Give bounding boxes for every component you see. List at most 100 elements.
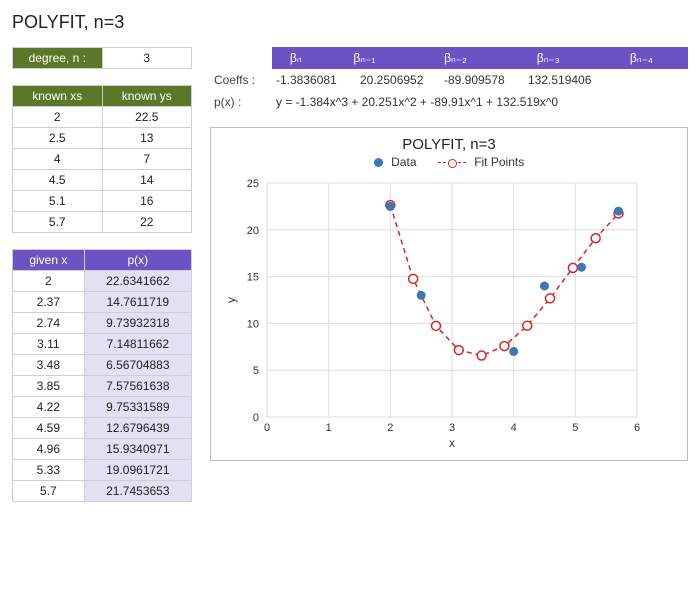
- known-y-cell[interactable]: 22.5: [102, 107, 192, 128]
- data-point-marker: [509, 347, 518, 356]
- given-px-cell: 22.6341662: [84, 271, 191, 292]
- known-header-y: known ys: [102, 86, 192, 107]
- table-row: 4.514: [13, 170, 192, 191]
- coeffs-values: -1.383608120.2506952-89.909578132.519406: [276, 73, 612, 87]
- coefficients-block: βₙ βₙ₋₁ βₙ₋₂ βₙ₋₃ βₙ₋₄ Coeffs : -1.38360…: [210, 47, 688, 113]
- svg-text:6: 6: [634, 422, 640, 434]
- table-row: 5.116: [13, 191, 192, 212]
- svg-text:0: 0: [253, 412, 259, 424]
- fit-point-marker: [546, 294, 555, 303]
- known-y-cell[interactable]: 7: [102, 149, 192, 170]
- beta-n: βₙ: [272, 47, 320, 69]
- given-header-x: given x: [13, 250, 85, 271]
- table-row: 222.5: [13, 107, 192, 128]
- svg-text:10: 10: [247, 318, 259, 330]
- given-x-cell: 5.33: [13, 460, 85, 481]
- table-row: 3.486.56704883: [13, 355, 192, 376]
- given-x-cell: 3.85: [13, 376, 85, 397]
- table-row: 2.3714.7611719: [13, 292, 192, 313]
- known-header-x: known xs: [13, 86, 103, 107]
- given-px-cell: 9.73932318: [84, 313, 191, 334]
- data-point-marker: [386, 202, 395, 211]
- legend-data-label: Data: [391, 155, 416, 169]
- known-x-cell[interactable]: 4.5: [13, 170, 103, 191]
- given-x-cell: 4.22: [13, 397, 85, 418]
- known-x-cell[interactable]: 5.7: [13, 212, 103, 233]
- coef-value: 132.519406: [528, 73, 612, 87]
- known-y-cell[interactable]: 14: [102, 170, 192, 191]
- x-axis-label: x: [449, 436, 455, 450]
- data-point-marker: [577, 263, 586, 272]
- given-x-cell: 2.37: [13, 292, 85, 313]
- known-y-cell[interactable]: 22: [102, 212, 192, 233]
- svg-text:0: 0: [264, 422, 270, 434]
- fit-point-marker: [500, 342, 509, 351]
- svg-text:15: 15: [247, 272, 259, 284]
- chart-container: POLYFIT, n=3 Data Fit Points 0 1 2 3 4 5 6 0 5 10…: [210, 127, 688, 461]
- coef-value: -89.909578: [444, 73, 528, 87]
- coeffs-label: Coeffs :: [214, 73, 276, 87]
- coef-value: 20.2506952: [360, 73, 444, 87]
- given-x-cell: 2: [13, 271, 85, 292]
- given-x-cell: 4.96: [13, 439, 85, 460]
- svg-text:1: 1: [326, 422, 332, 434]
- given-x-cell: 3.11: [13, 334, 85, 355]
- known-x-cell[interactable]: 4: [13, 149, 103, 170]
- data-swatch-icon: [374, 158, 383, 167]
- given-px-cell: 9.75331589: [84, 397, 191, 418]
- beta-n-2: βₙ₋₂: [409, 47, 501, 69]
- fit-point-marker: [477, 351, 486, 360]
- svg-text:2: 2: [387, 422, 393, 434]
- known-x-cell[interactable]: 2.5: [13, 128, 103, 149]
- given-px-cell: 6.56704883: [84, 355, 191, 376]
- given-x-cell: 5.7: [13, 481, 85, 502]
- fit-point-marker: [431, 321, 440, 330]
- fit-point-marker: [523, 321, 532, 330]
- table-row: 3.857.57561638: [13, 376, 192, 397]
- given-x-cell: 4.59: [13, 418, 85, 439]
- fit-point-marker: [454, 346, 463, 355]
- table-row: 222.6341662: [13, 271, 192, 292]
- table-row: 2.513: [13, 128, 192, 149]
- given-px-cell: 21.7453653: [84, 481, 191, 502]
- given-header-px: p(x): [84, 250, 191, 271]
- table-row: 4.5912.6796439: [13, 418, 192, 439]
- svg-text:4: 4: [511, 422, 517, 434]
- given-table: given x p(x) 222.63416622.3714.76117192.…: [12, 249, 192, 502]
- table-row: 4.229.75331589: [13, 397, 192, 418]
- table-row: 47: [13, 149, 192, 170]
- px-expression: y = -1.384x^3 + 20.251x^2 + -89.91x^1 + …: [276, 95, 558, 109]
- table-row: 5.721.7453653: [13, 481, 192, 502]
- table-row: 5.3319.0961721: [13, 460, 192, 481]
- fit-point-marker: [568, 263, 577, 272]
- given-x-cell: 3.48: [13, 355, 85, 376]
- known-y-cell[interactable]: 13: [102, 128, 192, 149]
- given-px-cell: 19.0961721: [84, 460, 191, 481]
- data-point-marker: [417, 291, 426, 300]
- beta-n-4: βₙ₋₄: [595, 47, 688, 69]
- table-row: 3.117.14811662: [13, 334, 192, 355]
- fit-line: [390, 205, 618, 355]
- known-y-cell[interactable]: 16: [102, 191, 192, 212]
- degree-table: degree, n : 3: [12, 47, 192, 69]
- legend-fit-label: Fit Points: [474, 155, 524, 169]
- svg-text:25: 25: [247, 178, 259, 190]
- data-point-marker: [540, 281, 549, 290]
- chart-title: POLYFIT, n=3: [221, 136, 677, 153]
- known-x-cell[interactable]: 5.1: [13, 191, 103, 212]
- given-px-cell: 15.9340971: [84, 439, 191, 460]
- given-px-cell: 12.6796439: [84, 418, 191, 439]
- svg-text:5: 5: [253, 365, 259, 377]
- page-title: POLYFIT, n=3: [12, 12, 688, 33]
- px-label: p(x) :: [214, 95, 276, 109]
- known-x-cell[interactable]: 2: [13, 107, 103, 128]
- fit-swatch-icon: [438, 158, 466, 168]
- fit-point-marker: [591, 234, 600, 243]
- beta-n-1: βₙ₋₁: [320, 47, 410, 69]
- svg-text:5: 5: [572, 422, 578, 434]
- beta-header-row: βₙ βₙ₋₁ βₙ₋₂ βₙ₋₃ βₙ₋₄: [210, 47, 688, 69]
- svg-text:3: 3: [449, 422, 455, 434]
- given-px-cell: 7.57561638: [84, 376, 191, 397]
- degree-value[interactable]: 3: [102, 48, 192, 69]
- svg-text:20: 20: [247, 225, 259, 237]
